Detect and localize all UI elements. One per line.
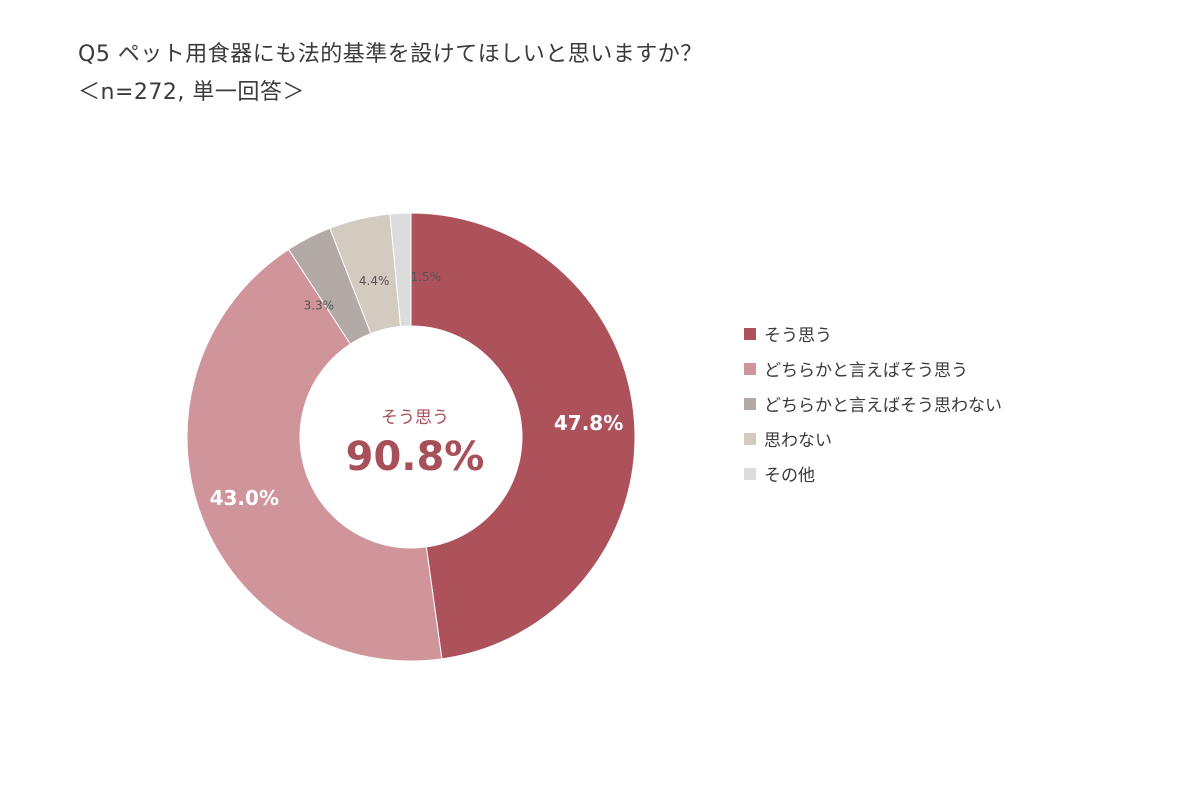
legend-item: どちらかと言えばそう思う: [744, 351, 1002, 386]
legend-label: そう思う: [764, 326, 832, 346]
legend-swatch: [744, 362, 756, 375]
chart-title-sample: ＜n=272, 単一回答＞: [78, 80, 305, 105]
legend-item: どちらかと言えばそう思わない: [744, 386, 1002, 421]
legend-label: どちらかと言えばそう思う: [764, 361, 968, 381]
donut-slice-2: [186, 248, 443, 662]
legend-label: どちらかと言えばそう思わない: [764, 396, 1002, 416]
legend-item: 思わない: [744, 421, 1002, 456]
donut-slices: [186, 212, 636, 662]
slice-label-1: 47.8%: [554, 411, 623, 435]
legend-label: 思わない: [764, 431, 832, 451]
center-value: 90.8%: [346, 434, 485, 480]
center-label: そう思う: [381, 408, 449, 428]
slice-label-3: 3.3%: [304, 299, 335, 313]
legend-item: その他: [744, 456, 1002, 491]
donut-slice-1: [410, 212, 636, 660]
chart-title-question: Q5 ペット用食器にも法的基準を設けてほしいと思いますか？: [78, 42, 703, 67]
legend-label: その他: [764, 466, 815, 486]
slice-label-2: 43.0%: [210, 486, 279, 510]
donut-slice-labels: 47.8% 43.0% 3.3% 4.4% 1.5%: [210, 270, 624, 510]
legend-swatch: [744, 432, 756, 445]
legend-swatch: [744, 397, 756, 410]
legend-swatch: [744, 467, 756, 480]
legend-item: そう思う: [744, 316, 1002, 351]
donut-slice-5: [389, 212, 412, 328]
chart-legend: そう思うどちらかと言えばそう思うどちらかと言えばそう思わない 思わないその他: [744, 316, 1002, 491]
slice-label-4: 4.4%: [359, 274, 390, 288]
chart-title: Q5 ペット用食器にも法的基準を設けてほしいと思いますか？ ＜n=272, 単一…: [78, 36, 703, 112]
legend-swatch: [744, 327, 756, 340]
slice-label-5: 1.5%: [411, 270, 442, 284]
